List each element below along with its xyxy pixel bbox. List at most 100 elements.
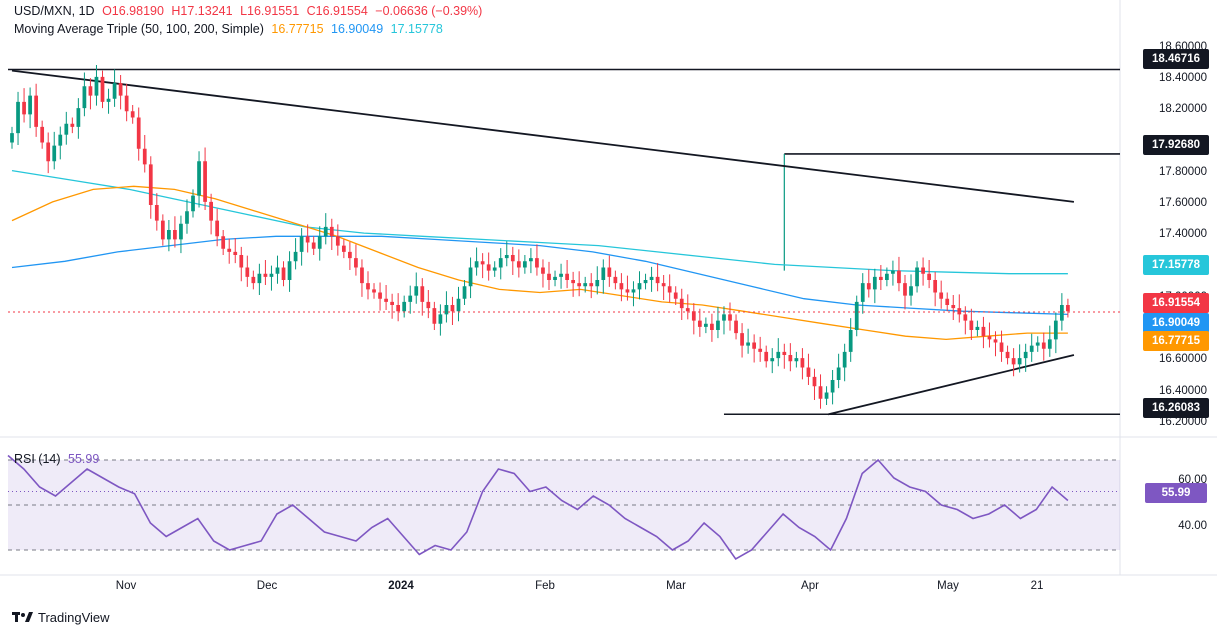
candle-body: [619, 283, 624, 290]
candle-body: [112, 83, 117, 99]
ma100-line: [11, 235, 1068, 316]
candle-body: [981, 326, 986, 337]
candle-body: [915, 267, 919, 287]
candle-body: [396, 305, 401, 312]
candle-body: [142, 148, 147, 165]
ohlc-open: O16.98190: [102, 4, 164, 18]
candle-body: [130, 111, 135, 118]
y-tick-label: 16.20000: [1159, 415, 1207, 428]
candle-body: [269, 273, 274, 277]
candle-body: [239, 255, 244, 268]
candle-body: [58, 134, 63, 146]
candle-body: [64, 123, 69, 135]
candle-body: [734, 320, 738, 334]
candle-body: [504, 255, 509, 259]
candle-body: [806, 367, 811, 377]
candle-body: [963, 314, 968, 321]
candle-body: [426, 301, 431, 309]
candle-body: [794, 358, 799, 362]
ma50-line: [11, 185, 1068, 341]
ma-legend[interactable]: Moving Average Triple (50, 100, 200, Sim…: [14, 22, 447, 36]
candle-body: [82, 86, 87, 109]
candle-body: [378, 292, 382, 299]
candle-body: [559, 273, 563, 277]
candle-body: [752, 342, 757, 349]
ma200-value: 17.15778: [390, 22, 443, 36]
candle-body: [1053, 320, 1058, 340]
candle-body: [601, 267, 606, 280]
candle-body: [10, 133, 14, 143]
candle-body: [88, 86, 93, 96]
candle-body: [167, 230, 171, 240]
candle-body: [317, 236, 322, 249]
candle-body: [34, 95, 39, 127]
rsi-legend[interactable]: RSI (14) 55.99: [14, 452, 103, 466]
candle-body: [299, 236, 304, 252]
candle-body: [191, 195, 195, 212]
candle-body: [1023, 351, 1028, 359]
candle-body: [402, 301, 407, 312]
candle-body: [969, 320, 974, 330]
candle-body: [613, 276, 618, 284]
candle-body: [571, 280, 576, 284]
candle-body: [52, 145, 57, 162]
candle-body: [595, 280, 600, 287]
brand-text: TradingView: [38, 610, 110, 625]
candle-body: [583, 283, 588, 287]
tradingview-brand[interactable]: TradingView: [12, 610, 110, 625]
candle-body: [661, 283, 666, 287]
candle-body: [22, 101, 26, 115]
candle-body: [354, 258, 358, 268]
candle-body: [848, 330, 853, 352]
candle-body: [1066, 305, 1070, 312]
candle-body: [100, 76, 105, 102]
candle-body: [842, 351, 847, 368]
symbol-label[interactable]: USD/MXN, 1D: [14, 4, 95, 18]
candle-body: [553, 276, 557, 280]
candle-body: [704, 323, 708, 327]
candle-body: [529, 258, 533, 262]
candle-body: [818, 386, 823, 399]
y-tick-label: 17.80000: [1159, 165, 1207, 178]
rsi-line: [7, 454, 1069, 561]
x-label-may: May: [937, 580, 959, 592]
candle-body: [444, 305, 449, 315]
candle-body: [251, 276, 256, 284]
candle-body: [263, 273, 268, 277]
candle-body: [565, 273, 569, 280]
x-label-21: 21: [1030, 580, 1044, 592]
candle-body: [227, 248, 232, 252]
candle-body: [450, 305, 455, 312]
candle-body: [16, 101, 20, 134]
candle-body: [94, 76, 99, 96]
candle-body: [999, 342, 1004, 352]
rsi-title: RSI (14): [14, 452, 61, 466]
price-label-spike: 17.92680: [1143, 135, 1209, 155]
candle-body: [408, 295, 413, 302]
candle-body: [335, 236, 340, 246]
candle-body: [673, 292, 678, 299]
x-label-dec: Dec: [256, 580, 278, 592]
candle-body: [329, 226, 334, 237]
candle-body: [1059, 305, 1064, 321]
candle-body: [311, 242, 316, 249]
candle-body: [28, 95, 32, 115]
y-tick-label: 18.20000: [1159, 103, 1207, 116]
y-tick-label: 17.60000: [1159, 197, 1207, 209]
candle-body: [154, 205, 159, 221]
candle-body: [788, 355, 793, 362]
candle-body: [323, 226, 328, 237]
candle-body: [746, 342, 750, 346]
candle-body: [782, 351, 787, 355]
candle-body: [1041, 342, 1046, 349]
candle-body: [384, 298, 388, 302]
candle-body: [148, 164, 153, 205]
rsi-current-label: 55.99: [1145, 483, 1207, 503]
candle-body: [631, 289, 636, 293]
candle-body: [414, 286, 419, 296]
candle-body: [179, 223, 183, 240]
candle-body: [728, 314, 732, 321]
candle-body: [987, 336, 992, 340]
candle-body: [758, 348, 763, 352]
